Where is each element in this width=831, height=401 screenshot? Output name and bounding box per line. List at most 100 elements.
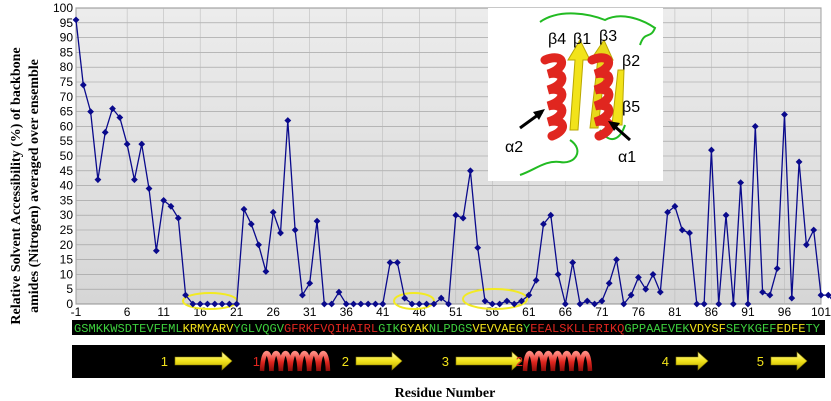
data-point bbox=[496, 300, 504, 308]
x-tick-label: 61 bbox=[522, 305, 536, 319]
data-point bbox=[255, 241, 262, 249]
ss-helix-turn bbox=[316, 350, 331, 372]
sequence-text: GSMKKWSDTEVFEML KRMYARV YGLVQGV GFRKFVQIHAI… bbox=[74, 323, 820, 336]
sequence-segment: EEALSKLLERIKQ bbox=[530, 323, 624, 336]
secondary-structure-elements: 1 1 2 3 2 4 5 bbox=[161, 350, 808, 372]
data-point bbox=[328, 300, 336, 308]
x-tick-label: 101 bbox=[811, 305, 831, 319]
data-point bbox=[131, 176, 138, 184]
structure-inset: β4 β1 β3 β2 β5 α2 α1 bbox=[488, 8, 663, 181]
data-point bbox=[788, 294, 796, 302]
data-point bbox=[620, 300, 628, 308]
data-point bbox=[452, 211, 460, 219]
data-point bbox=[350, 300, 357, 308]
data-point bbox=[751, 123, 759, 130]
sequence-segment: Y bbox=[523, 323, 530, 336]
ss-strand-arrow bbox=[675, 351, 709, 371]
inset-label-alpha2: α2 bbox=[505, 139, 523, 156]
x-tick-label: 66 bbox=[559, 305, 573, 319]
ss-strand-arrow bbox=[174, 351, 233, 371]
sequence-segment: GYAK bbox=[400, 323, 429, 336]
data-point bbox=[123, 140, 131, 148]
data-point bbox=[642, 285, 650, 293]
y-tick-label: 55 bbox=[60, 134, 74, 148]
highlight-ellipse-3 bbox=[462, 288, 528, 310]
data-point bbox=[379, 300, 387, 308]
ss-label: 4 bbox=[662, 354, 669, 369]
inset-loop-top bbox=[539, 12, 657, 46]
y-tick-label: 15 bbox=[60, 253, 74, 267]
inset-strand-1 bbox=[567, 38, 591, 131]
x-tick-label: 36 bbox=[340, 305, 354, 319]
data-point bbox=[627, 291, 635, 299]
ss-label: 1 bbox=[253, 354, 260, 369]
data-point bbox=[810, 226, 818, 234]
y-tick-label: 60 bbox=[60, 119, 74, 133]
data-point bbox=[357, 300, 365, 308]
sequence-segment: NLPDGS bbox=[429, 323, 472, 336]
x-tick-label: 26 bbox=[267, 305, 281, 319]
data-point bbox=[247, 220, 255, 228]
inset-helix-alpha2 bbox=[540, 53, 567, 141]
data-point bbox=[335, 288, 343, 296]
data-point bbox=[540, 220, 547, 228]
x-tick-labels: -1 6 11 16 21 26 31 36 41 46 51 56 61 66 71 76 81 86 91 96 1… bbox=[71, 305, 831, 319]
data-point bbox=[262, 268, 270, 275]
data-point bbox=[525, 291, 533, 299]
data-point bbox=[759, 288, 766, 296]
data-point bbox=[87, 108, 95, 115]
data-markers bbox=[72, 16, 831, 308]
data-point bbox=[708, 146, 715, 154]
sequence-segment: VDYSF bbox=[690, 323, 726, 336]
inset-arrowhead-alpha2 bbox=[533, 109, 545, 120]
data-point bbox=[225, 300, 233, 308]
ss-label: 2 bbox=[516, 354, 523, 369]
data-point bbox=[291, 226, 299, 234]
data-point bbox=[598, 297, 606, 305]
data-point bbox=[474, 244, 482, 252]
y-tick-label: 10 bbox=[60, 267, 74, 281]
data-point bbox=[656, 288, 664, 296]
data-point bbox=[576, 300, 584, 308]
y-tick-label: 50 bbox=[60, 149, 74, 163]
y-tick-label: 95 bbox=[60, 16, 74, 30]
data-point bbox=[554, 271, 562, 278]
sequence-segment: SEYKGEF bbox=[726, 323, 777, 336]
data-point bbox=[386, 259, 394, 266]
data-point bbox=[729, 300, 737, 308]
ss-label: 1 bbox=[161, 354, 168, 369]
data-point bbox=[116, 114, 124, 121]
sequence-segment: KRMYARV bbox=[183, 323, 234, 336]
inset-arrowhead-alpha1 bbox=[608, 121, 620, 131]
sequence-segment: GIK bbox=[378, 323, 400, 336]
data-point bbox=[211, 300, 219, 308]
data-point bbox=[445, 300, 452, 308]
ss-label: 3 bbox=[442, 354, 449, 369]
grid-lines bbox=[75, 7, 822, 305]
data-point bbox=[313, 217, 321, 225]
y-tick-label: 85 bbox=[60, 45, 74, 59]
x-tick-label: 51 bbox=[449, 305, 463, 319]
data-point bbox=[196, 300, 204, 308]
data-point bbox=[481, 297, 489, 305]
data-point bbox=[802, 241, 810, 249]
data-point bbox=[277, 229, 284, 237]
data-point bbox=[635, 273, 642, 281]
y-axis-label-line-1: Relative Solvent Accessibility (%) of ba… bbox=[9, 47, 24, 324]
ss-helix-turn bbox=[578, 350, 593, 372]
data-point bbox=[101, 128, 109, 136]
y-tick-label: 30 bbox=[60, 208, 74, 222]
x-tick-label: -1 bbox=[71, 305, 82, 319]
data-point bbox=[737, 179, 745, 187]
sequence-segment: GPPAAEVEK bbox=[624, 323, 689, 336]
data-point bbox=[766, 291, 774, 299]
data-point bbox=[342, 300, 350, 308]
data-point bbox=[218, 300, 226, 308]
x-tick-label: 86 bbox=[705, 305, 719, 319]
data-point bbox=[145, 185, 153, 192]
y-tick-label: 65 bbox=[60, 105, 74, 119]
inset-label-beta4: β4 bbox=[548, 31, 566, 48]
data-point bbox=[233, 300, 241, 308]
data-point bbox=[174, 214, 182, 222]
